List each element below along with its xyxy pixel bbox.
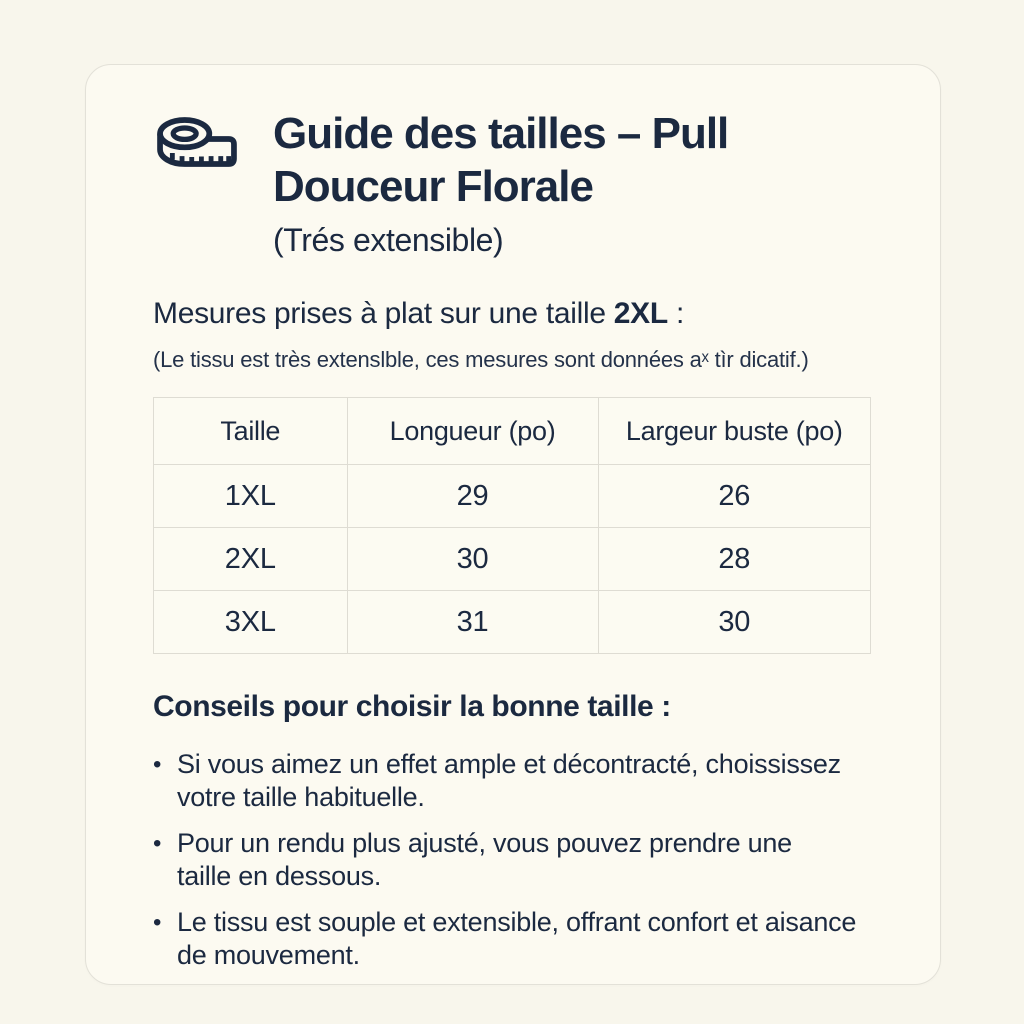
- cell-bust: 26: [597, 464, 872, 528]
- size-table: Taille Longueur (po) Largeur buste (po) …: [153, 397, 872, 654]
- cell-size: 2XL: [153, 527, 348, 591]
- col-header-largeur: Largeur buste (po): [597, 397, 872, 465]
- col-header-taille: Taille: [153, 397, 348, 465]
- tips-list: • Si vous aimez un effet ample et décont…: [153, 748, 873, 972]
- bullet-icon: •: [153, 830, 162, 857]
- list-item: • Si vous aimez un effet ample et décont…: [153, 748, 873, 814]
- bullet-icon: •: [153, 751, 162, 778]
- table-row: 3XL 31 30: [153, 590, 872, 654]
- size-guide-card: Guide des tailles – Pull Douceur Florale…: [85, 64, 941, 985]
- cell-bust: 28: [597, 527, 872, 591]
- page-title: Guide des tailles – Pull Douceur Florale: [273, 109, 729, 211]
- title-block: Guide des tailles – Pull Douceur Florale…: [273, 107, 873, 259]
- cell-length: 29: [346, 464, 599, 528]
- list-item: • Pour un rendu plus ajusté, vous pouvez…: [153, 827, 873, 893]
- cell-bust: 30: [597, 590, 872, 654]
- cell-size: 3XL: [153, 590, 348, 654]
- tip-text: Pour un rendu plus ajusté, vous pouvez p…: [177, 828, 792, 891]
- table-row: 1XL 29 26: [153, 464, 872, 528]
- measuring-tape-icon: [153, 113, 241, 184]
- highlighted-size: 2XL: [613, 297, 668, 330]
- list-item: • Le tissu est souple et extensible, off…: [153, 906, 873, 972]
- fabric-note: (Le tissu est très extenslble, ces mesur…: [153, 347, 809, 372]
- cell-length: 30: [346, 527, 599, 591]
- tip-text: Si vous aimez un effet ample et décontra…: [177, 749, 841, 812]
- header: Guide des tailles – Pull Douceur Florale…: [153, 107, 873, 259]
- tips-heading: Conseils pour choisir la bonne taille :: [153, 690, 671, 723]
- intro-text: Mesures prises à plat sur une taille: [153, 297, 614, 330]
- intro-colon: :: [667, 297, 684, 330]
- tip-text: Le tissu est souple et extensible, offra…: [177, 907, 857, 970]
- measurement-intro: Mesures prises à plat sur une taille 2XL…: [153, 297, 873, 331]
- table-row: 2XL 30 28: [153, 527, 872, 591]
- cell-length: 31: [346, 590, 599, 654]
- table-header-row: Taille Longueur (po) Largeur buste (po): [153, 397, 872, 465]
- bullet-icon: •: [153, 909, 162, 936]
- col-header-longueur: Longueur (po): [346, 397, 599, 465]
- page-subtitle: (Trés extensible): [273, 222, 504, 258]
- cell-size: 1XL: [153, 464, 348, 528]
